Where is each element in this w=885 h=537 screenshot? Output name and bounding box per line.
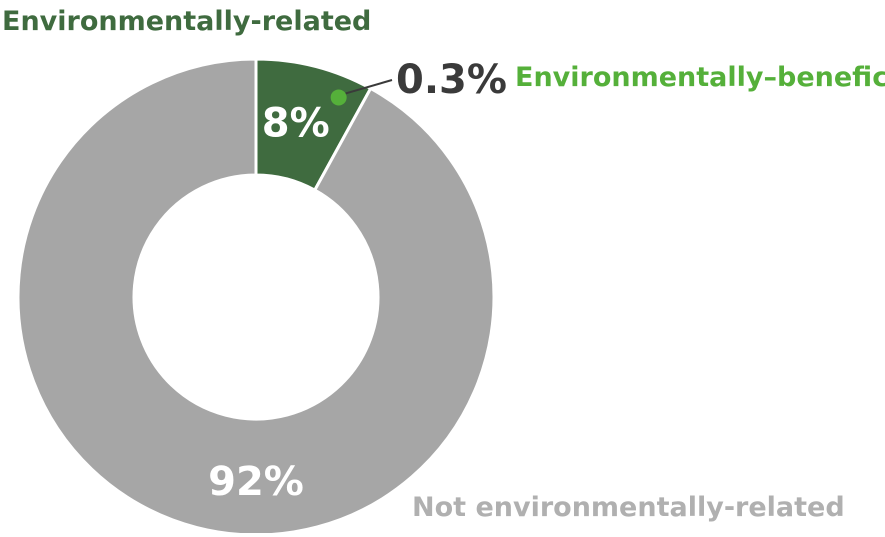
beneficial-name-label: Environmentally–beneficial — [515, 62, 885, 93]
environmentally-beneficial-marker — [330, 89, 347, 106]
environmentally-related-title: Environmentally-related — [2, 6, 372, 37]
beneficial-leader-line — [345, 79, 393, 95]
not-related-label: Not environmentally-related — [412, 492, 845, 523]
beneficial-value-label: 0.3% — [396, 57, 507, 103]
donut-slice-not-environmentally-related — [16, 57, 496, 537]
slice-value-label-not-environmentally-related: 92% — [208, 459, 304, 505]
slice-value-label-environmentally-related: 8% — [262, 101, 330, 147]
